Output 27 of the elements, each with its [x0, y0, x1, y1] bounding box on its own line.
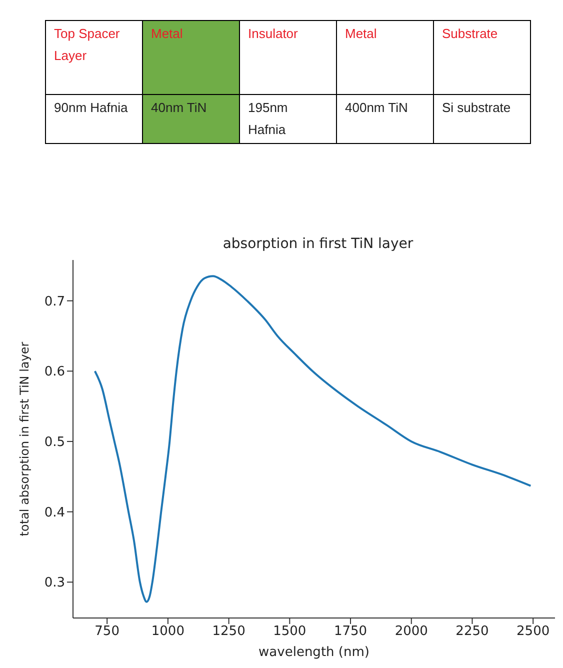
x-tick-label: 2000 [394, 624, 428, 640]
x-tick-label: 1750 [334, 624, 368, 640]
text: 90nm Hafnia [54, 100, 128, 115]
y-tick-label: 0.4 [44, 505, 65, 520]
x-tick-label: 2500 [516, 624, 550, 640]
text: 40nm TiN [151, 100, 207, 115]
category-label: Substrate [434, 20, 530, 94]
y-axis-title: total absorption in first TiN layer [17, 342, 32, 536]
y-tick-label: 0.7 [44, 294, 65, 310]
text: 400nm TiN [345, 100, 408, 115]
chart-title: absorption in first TiN layer [222, 236, 414, 252]
x-tick-label: 1000 [151, 624, 184, 640]
x-tick-label: 2250 [456, 624, 489, 640]
x-tick-label: 750 [94, 624, 120, 640]
y-tick-label: 0.5 [44, 435, 65, 450]
text: Si substrate [442, 100, 511, 115]
category-label: Metal [142, 20, 240, 94]
line-series [94, 275, 532, 603]
category-label: Metal [336, 20, 434, 94]
x-tick-label: 1250 [212, 624, 246, 640]
category-label: Insulator [240, 20, 336, 94]
x-tick-label: 1500 [273, 624, 306, 640]
x-axis-title: wavelength (nm) [258, 645, 370, 660]
text: 195nm Hafnia [248, 100, 288, 137]
category-label: Top Spacer Layer [46, 20, 142, 94]
y-tick-label: 0.3 [44, 576, 65, 591]
y-tick-label: 0.6 [44, 364, 65, 380]
